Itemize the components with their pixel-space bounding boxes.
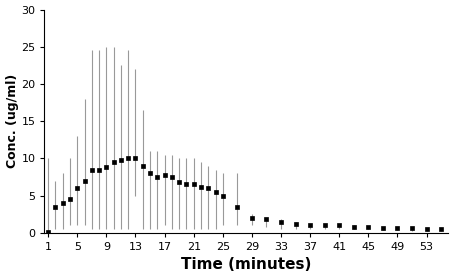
X-axis label: Time (minutes): Time (minutes) <box>181 257 311 272</box>
Y-axis label: Conc. (ug/ml): Conc. (ug/ml) <box>5 74 19 168</box>
